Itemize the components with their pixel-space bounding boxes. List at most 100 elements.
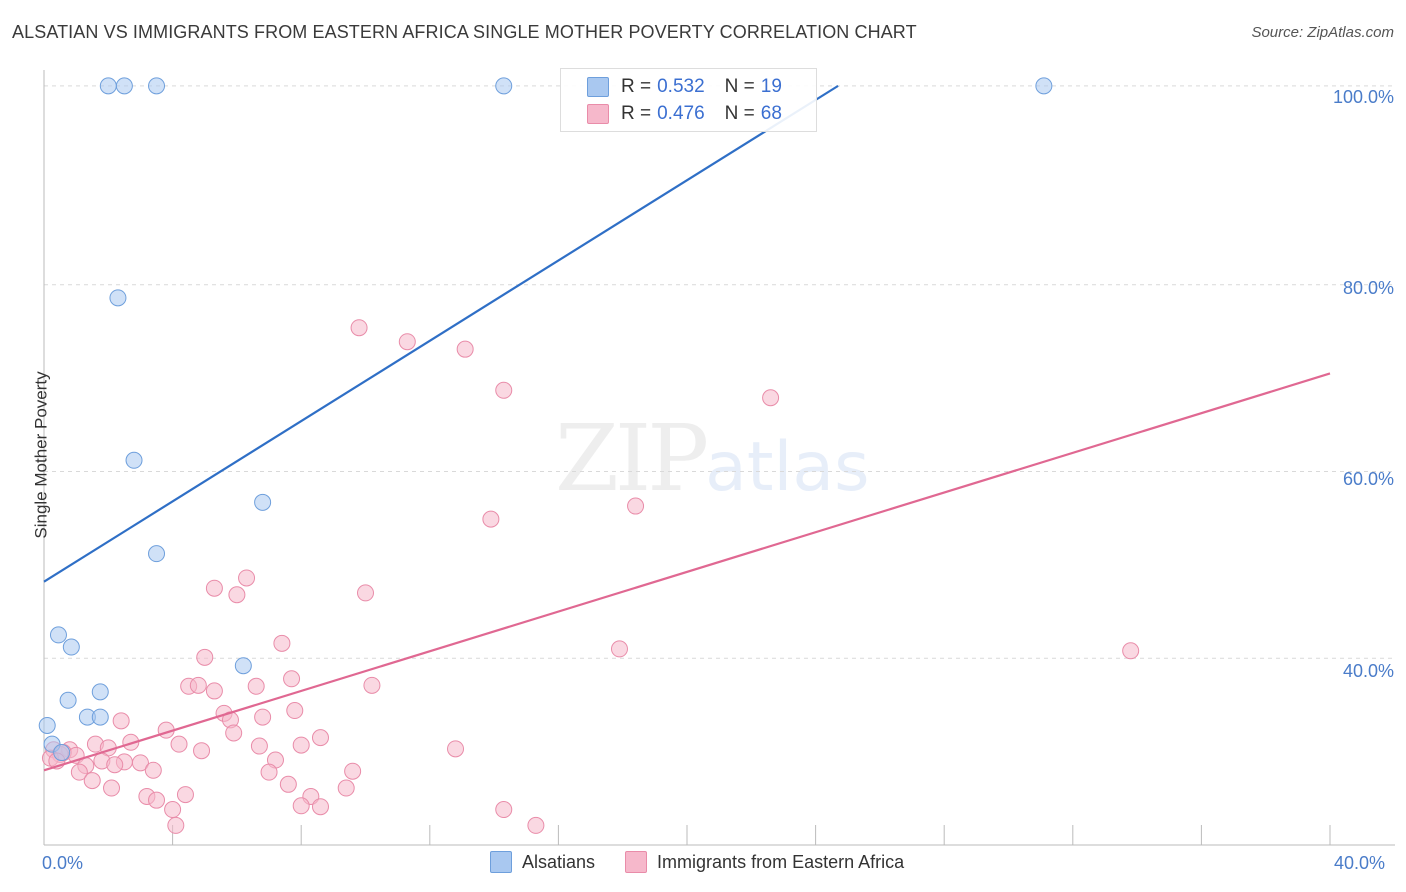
immigrants-point bbox=[193, 742, 211, 760]
immigrants-point bbox=[250, 737, 268, 755]
immigrants-point bbox=[260, 763, 278, 781]
x-tick-label-max: 40.0% bbox=[1334, 853, 1386, 873]
immigrants-point bbox=[311, 729, 329, 747]
immigrants-point bbox=[482, 510, 500, 528]
immigrants-point bbox=[247, 677, 265, 695]
alsatians-point bbox=[59, 691, 77, 709]
immigrants-point bbox=[273, 634, 291, 652]
immigrants-point bbox=[350, 319, 368, 337]
alsatians-point bbox=[234, 657, 252, 675]
immigrants-point bbox=[83, 772, 101, 790]
immigrants-point bbox=[205, 579, 223, 597]
alsatians-points bbox=[38, 77, 1053, 762]
legend-n-label: N = bbox=[724, 76, 755, 97]
legend-r-label: R = bbox=[621, 103, 652, 124]
y-axis-label: Single Mother Poverty bbox=[31, 371, 51, 539]
chart-source: Source: ZipAtlas.com bbox=[1251, 24, 1394, 41]
axes bbox=[43, 70, 1395, 846]
alsatians-point bbox=[62, 638, 80, 656]
y-tick-label-80: 80.0% bbox=[1342, 278, 1394, 298]
legend-r-value: 0.476 bbox=[657, 103, 705, 124]
alsatians-point bbox=[49, 626, 67, 644]
immigrants-point bbox=[363, 676, 381, 694]
legend-row-immigrants: R = 0.476 N = 68 bbox=[587, 101, 782, 127]
legend-n-value: 68 bbox=[760, 103, 782, 124]
immigrants-point bbox=[311, 798, 329, 816]
x-tick-label-min: 0.0% bbox=[42, 853, 84, 873]
watermark-zip: ZIP bbox=[555, 405, 709, 512]
alsatians-point bbox=[148, 545, 166, 563]
immigrants-point bbox=[189, 676, 207, 694]
immigrants-point bbox=[167, 816, 185, 834]
immigrants-point bbox=[144, 761, 162, 779]
immigrants-point bbox=[495, 381, 513, 399]
series-legend-swatch-blue bbox=[490, 851, 512, 873]
immigrants-point bbox=[225, 724, 243, 742]
immigrants-point bbox=[279, 775, 297, 793]
alsatians-point bbox=[38, 716, 56, 734]
legend-swatch-blue bbox=[587, 77, 609, 97]
immigrants-point bbox=[610, 640, 628, 658]
immigrants-point bbox=[238, 569, 256, 587]
immigrants-point bbox=[447, 740, 465, 758]
y-tick-label-40: 40.0% bbox=[1342, 661, 1394, 681]
legend-r-label: R = bbox=[621, 76, 652, 97]
immigrants-point bbox=[627, 497, 645, 515]
chart-title: ALSATIAN VS IMMIGRANTS FROM EASTERN AFRI… bbox=[12, 22, 917, 42]
immigrants-point bbox=[337, 779, 355, 797]
alsatians-point bbox=[91, 708, 109, 726]
legend-row-alsatians: R = 0.532 N = 19 bbox=[587, 74, 782, 100]
alsatians-point bbox=[99, 77, 117, 95]
immigrants-point bbox=[170, 735, 188, 753]
immigrants-point bbox=[228, 586, 246, 604]
immigrants-point bbox=[164, 801, 182, 819]
immigrants-point bbox=[357, 584, 374, 602]
alsatians-point bbox=[125, 451, 143, 469]
watermark-atlas: atlas bbox=[705, 428, 870, 507]
immigrants-points bbox=[41, 319, 1140, 834]
series-legend: Alsatians Immigrants from Eastern Africa bbox=[490, 851, 934, 873]
immigrants-point bbox=[112, 712, 130, 730]
immigrants-point bbox=[762, 389, 780, 407]
series-legend-immigrants: Immigrants from Eastern Africa bbox=[625, 851, 904, 873]
immigrants-point bbox=[176, 786, 194, 804]
immigrants-point bbox=[106, 756, 124, 774]
immigrants-point bbox=[148, 791, 166, 809]
immigrants-point bbox=[1122, 642, 1140, 660]
correlation-legend: R = 0.532 N = 19 R = 0.476 N = 68 bbox=[560, 68, 817, 132]
series-legend-label: Immigrants from Eastern Africa bbox=[657, 851, 905, 872]
regression-lines bbox=[43, 84, 1331, 772]
alsatians-regression-line bbox=[43, 84, 839, 583]
alsatians-point bbox=[53, 744, 71, 762]
immigrants-point bbox=[103, 779, 121, 797]
immigrants-point bbox=[205, 682, 223, 700]
immigrants-point bbox=[70, 763, 88, 781]
immigrants-point bbox=[286, 702, 304, 720]
legend-n-label: N = bbox=[724, 103, 755, 124]
immigrants-point bbox=[131, 754, 149, 772]
series-legend-label: Alsatians bbox=[522, 851, 596, 872]
alsatians-point bbox=[495, 77, 513, 95]
series-legend-swatch-pink bbox=[625, 851, 648, 873]
immigrants-point bbox=[196, 648, 214, 666]
alsatians-point bbox=[1035, 77, 1053, 95]
alsatians-point bbox=[115, 77, 133, 95]
immigrants-point bbox=[527, 816, 545, 834]
immigrants-point bbox=[292, 797, 310, 815]
alsatians-point bbox=[254, 493, 272, 511]
immigrants-point bbox=[292, 736, 310, 754]
legend-n-value: 19 bbox=[760, 76, 782, 97]
legend-r-value: 0.532 bbox=[657, 76, 705, 97]
y-tick-label-100: 100.0% bbox=[1332, 87, 1394, 107]
watermark: ZIPatlas bbox=[555, 405, 870, 512]
legend-swatch-pink bbox=[587, 104, 609, 124]
immigrants-point bbox=[283, 670, 301, 688]
immigrants-point bbox=[456, 340, 474, 358]
y-tick-label-60: 60.0% bbox=[1342, 469, 1394, 489]
immigrants-point bbox=[344, 762, 362, 780]
alsatians-point bbox=[148, 77, 166, 95]
series-legend-alsatians: Alsatians bbox=[490, 851, 595, 873]
immigrants-point bbox=[122, 733, 140, 751]
alsatians-point bbox=[109, 289, 127, 307]
